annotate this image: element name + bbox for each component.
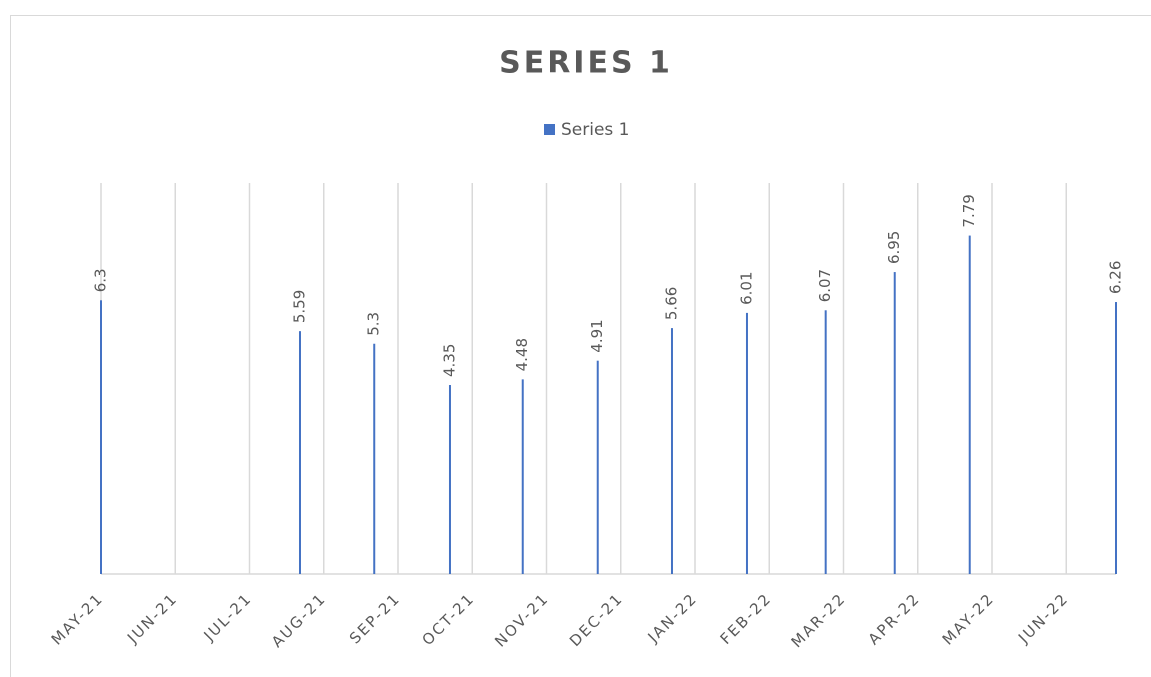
data-label: 7.79 xyxy=(960,194,978,227)
chart-border xyxy=(10,15,1151,677)
data-label: 6.95 xyxy=(885,231,903,264)
legend-label: Series 1 xyxy=(561,120,630,140)
data-label: 6.26 xyxy=(1107,261,1125,294)
bar xyxy=(745,312,748,574)
data-label: 6.07 xyxy=(816,269,834,302)
data-label: 6.01 xyxy=(737,271,755,304)
chart-title: SERIES 1 xyxy=(499,46,673,81)
bar xyxy=(893,272,896,574)
data-label: 5.66 xyxy=(662,287,680,320)
data-label: 6.3 xyxy=(92,268,110,292)
bar xyxy=(298,331,301,574)
bar xyxy=(824,310,827,574)
bar xyxy=(968,235,971,574)
bar xyxy=(100,300,102,574)
data-label: 5.3 xyxy=(365,312,383,336)
bar xyxy=(670,328,673,574)
bar xyxy=(521,379,524,574)
data-label: 4.91 xyxy=(588,319,606,352)
data-label: 4.35 xyxy=(440,344,458,377)
legend-swatch xyxy=(544,124,555,135)
bar xyxy=(373,343,376,574)
bar xyxy=(448,385,451,574)
data-label: 5.59 xyxy=(290,290,308,323)
bar xyxy=(596,360,599,574)
bar xyxy=(1115,302,1117,574)
data-label: 4.48 xyxy=(513,338,531,371)
